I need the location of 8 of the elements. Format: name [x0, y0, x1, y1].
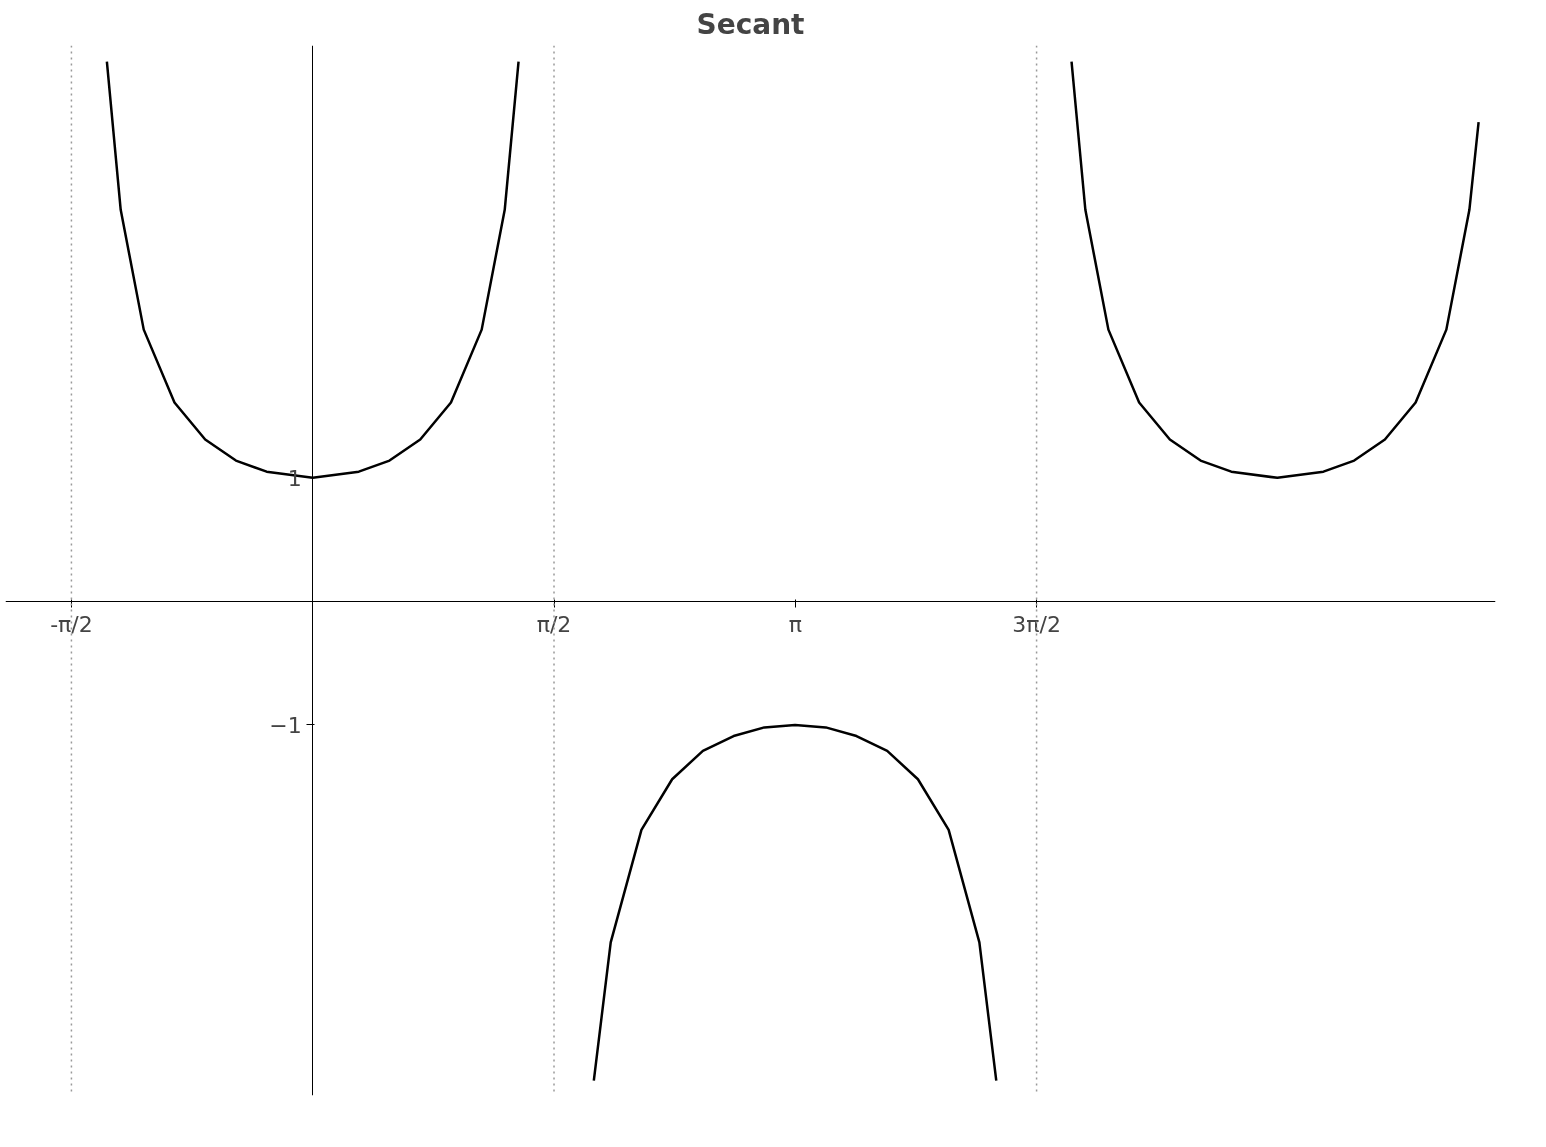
- x-tick-label: -π/2: [50, 612, 93, 638]
- chart-title: Secant: [696, 7, 805, 41]
- x-tick-label: 3π/2: [1012, 612, 1061, 638]
- x-tick-label: π: [788, 612, 802, 638]
- line-series: [1070, 60, 1480, 480]
- y-tick-label: −1: [269, 712, 302, 738]
- line-series: [592, 723, 998, 1082]
- x-tick-label: π/2: [536, 612, 572, 638]
